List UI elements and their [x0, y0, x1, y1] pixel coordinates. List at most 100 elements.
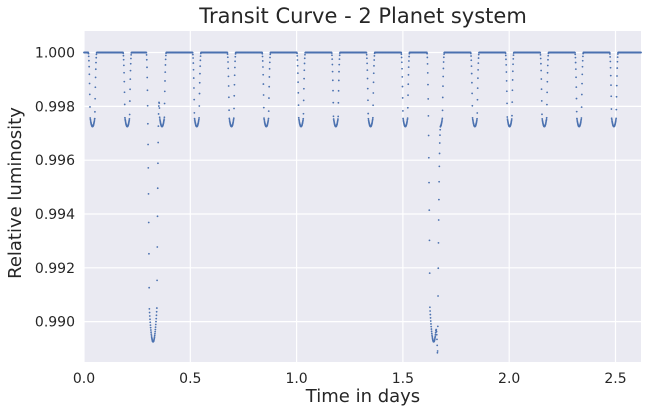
data-point	[191, 53, 194, 56]
data-point	[505, 63, 508, 66]
data-point	[268, 97, 270, 99]
data-point	[193, 111, 196, 114]
data-point	[372, 81, 375, 84]
data-point	[506, 102, 508, 105]
data-point	[582, 55, 584, 58]
data-point	[337, 115, 340, 118]
data-point	[477, 77, 479, 80]
data-point	[128, 117, 131, 120]
data-point	[471, 104, 474, 107]
data-point	[511, 101, 514, 104]
data-point	[400, 51, 403, 54]
data-point	[511, 114, 513, 117]
data-point	[303, 69, 306, 72]
data-point	[198, 81, 201, 84]
data-point	[268, 67, 271, 70]
data-point	[193, 117, 196, 120]
data-point	[609, 53, 611, 55]
data-point	[367, 112, 370, 115]
data-point	[192, 62, 195, 64]
data-point	[130, 57, 132, 60]
data-point	[123, 80, 126, 83]
data-point	[146, 89, 149, 92]
data-point	[331, 54, 333, 57]
data-point	[400, 56, 403, 59]
data-point	[401, 67, 403, 70]
data-point	[540, 88, 543, 91]
data-point	[511, 79, 514, 81]
data-point	[407, 66, 410, 69]
data-point	[576, 117, 578, 120]
data-point	[437, 241, 440, 244]
data-point	[232, 118, 235, 121]
data-point	[373, 55, 376, 57]
data-point	[504, 54, 507, 57]
data-point	[372, 92, 375, 94]
data-point	[164, 64, 167, 66]
data-point	[429, 320, 432, 322]
data-point	[426, 72, 429, 74]
data-point	[296, 59, 299, 61]
data-point	[155, 310, 158, 313]
data-point	[581, 59, 584, 62]
data-point	[442, 56, 445, 59]
data-point	[192, 68, 195, 71]
data-point	[477, 53, 480, 56]
data-point	[505, 71, 508, 73]
data-point	[198, 117, 200, 119]
data-point	[436, 350, 439, 352]
data-point	[439, 128, 442, 131]
data-point	[147, 143, 149, 146]
data-point	[199, 59, 202, 62]
data-point	[547, 58, 549, 61]
data-point	[476, 112, 479, 114]
data-point	[430, 323, 432, 325]
data-point	[158, 116, 161, 119]
data-point	[296, 64, 299, 67]
data-point	[407, 73, 410, 76]
data-point	[610, 95, 613, 98]
data-point	[302, 112, 305, 115]
data-point	[547, 54, 550, 57]
data-point	[129, 78, 132, 81]
data-point	[332, 115, 335, 118]
data-point	[262, 94, 265, 96]
data-point	[147, 166, 150, 169]
data-point	[268, 61, 271, 64]
data-point	[331, 79, 334, 82]
data-point	[155, 320, 157, 323]
data-point	[297, 104, 300, 107]
data-point	[442, 85, 444, 88]
data-point	[407, 83, 410, 86]
data-point	[123, 71, 125, 74]
data-point	[87, 52, 90, 55]
data-point	[441, 119, 444, 121]
data-point	[504, 52, 507, 55]
data-point	[296, 52, 298, 55]
data-point	[122, 58, 125, 61]
data-point	[154, 326, 157, 329]
data-point	[406, 120, 409, 122]
data-point	[427, 83, 429, 86]
data-point	[94, 97, 97, 100]
y-tick-label: 0.994	[35, 207, 75, 223]
data-point	[400, 53, 403, 56]
data-point	[95, 53, 98, 56]
data-point	[367, 117, 370, 120]
data-point	[267, 120, 269, 123]
data-point	[148, 315, 151, 317]
data-point	[505, 58, 507, 61]
data-point	[156, 246, 159, 248]
data-point	[156, 279, 158, 282]
data-point	[128, 119, 131, 122]
data-point	[442, 61, 445, 63]
data-point	[88, 73, 91, 76]
data-point	[441, 117, 444, 120]
x-tick-label: 1.0	[285, 371, 307, 387]
data-point	[148, 252, 150, 255]
data-point	[427, 156, 430, 159]
data-point	[338, 70, 340, 73]
data-point	[296, 72, 299, 75]
data-point	[407, 94, 409, 97]
data-point	[574, 61, 577, 64]
